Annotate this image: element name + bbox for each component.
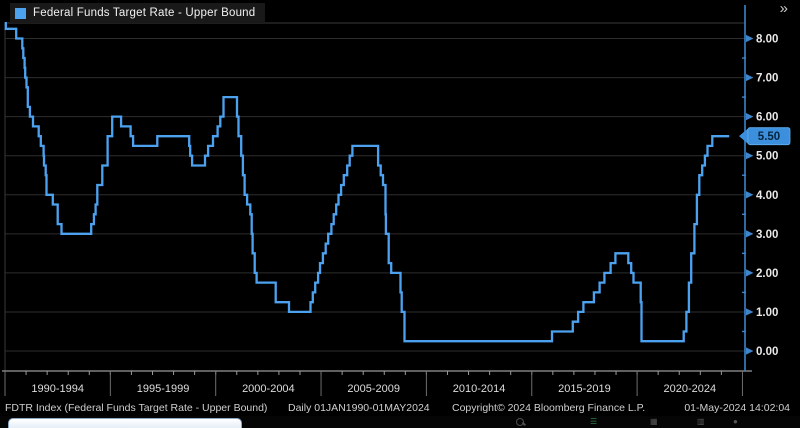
y-axis-label-2.00: 2.00 [756,268,778,280]
y-axis-label-1.00: 1.00 [756,307,778,319]
y-tick-arrow-icon-3 [746,230,754,238]
legend-swatch-icon [15,7,26,19]
status-instrument: FDTR Index (Federal Funds Target Rate - … [5,402,268,414]
y-axis-label-0.00: 0.00 [756,346,778,358]
terminal-taskbar: ☰ ▦ ▥ ● [0,416,800,428]
y-axis-label-5.00: 5.00 [756,151,778,163]
y-tick-arrow-icon-5 [746,152,754,160]
x-axis-label-2015-2019: 2015-2019 [558,383,611,395]
search-icon[interactable] [515,417,527,427]
chart-status-bar: FDTR Index (Federal Funds Target Rate - … [0,401,800,416]
news-icon[interactable]: ☰ [590,417,598,426]
user-icon[interactable]: ● [733,417,738,426]
command-line-input[interactable] [8,418,242,428]
rate-line-series [4,22,730,343]
x-axis-label-2005-2009: 2005-2009 [347,383,400,395]
status-copyright: Copyright© 2024 Bloomberg Finance L.P. [452,402,646,414]
y-tick-arrow-icon-6 [746,113,754,121]
y-axis-label-4.00: 4.00 [756,190,778,202]
y-tick-arrow-icon-4 [746,191,754,199]
legend-label: Federal Funds Target Rate - Upper Bound [33,7,256,19]
status-periodicity: Daily 01JAN1990-01MAY2024 [288,402,430,414]
current-value-badge-pointer [739,127,749,145]
y-tick-arrow-icon-0 [746,347,754,355]
x-axis-label-2010-2014: 2010-2014 [453,383,506,395]
y-tick-arrow-icon-8 [746,34,754,43]
y-axis-label-7.00: 7.00 [756,73,778,85]
y-axis-label-8.00: 8.00 [756,34,778,46]
y-tick-arrow-icon-7 [746,73,754,82]
x-axis-label-2020-2024: 2020-2024 [663,383,716,395]
y-axis-label-6.00: 6.00 [756,112,778,124]
expand-panel-icon[interactable]: » [779,0,788,17]
chart-legend[interactable]: Federal Funds Target Rate - Upper Bound [10,3,266,23]
current-value-label: 5.50 [758,131,780,143]
y-tick-arrow-icon-2 [746,269,754,277]
current-value-badge [747,127,791,146]
x-axis-label-1990-1994: 1990-1994 [31,383,84,395]
status-timestamp: 01-May-2024 14:02:04 [684,402,790,414]
grid-icon[interactable]: ▦ [650,417,658,426]
x-axis-label-2000-2004: 2000-2004 [242,383,295,395]
y-axis-label-3.00: 3.00 [756,229,778,241]
y-tick-arrow-icon-1 [746,308,754,316]
x-axis-label-1995-1999: 1995-1999 [137,383,190,395]
panel-icon[interactable]: ▥ [697,417,705,426]
